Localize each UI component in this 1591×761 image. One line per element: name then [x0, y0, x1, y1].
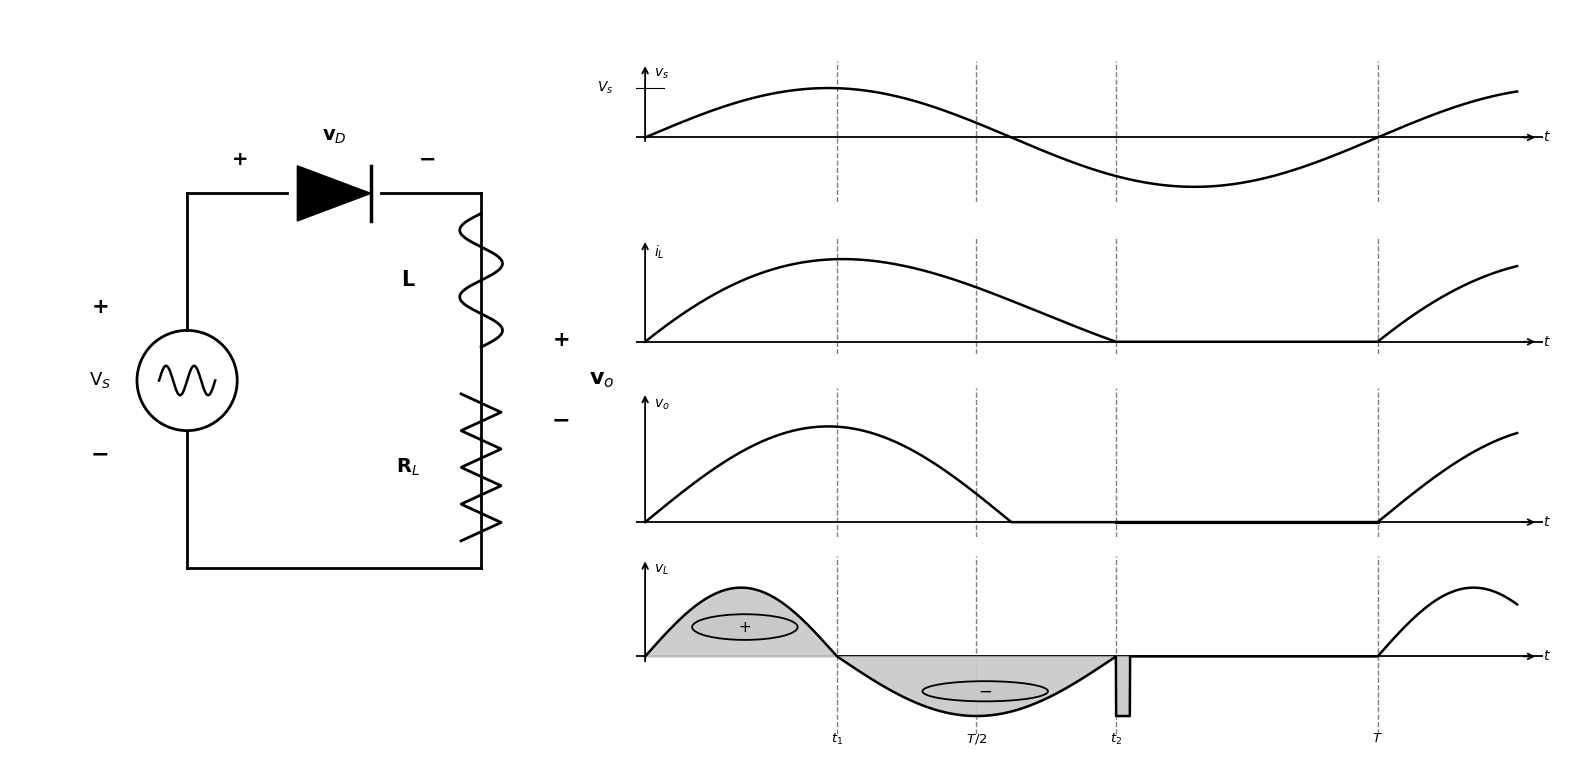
- Text: V$_S$: V$_S$: [89, 371, 111, 390]
- Text: $\mathbf{v}_D$: $\mathbf{v}_D$: [321, 127, 347, 146]
- Text: $\mathbf{v}_o$: $\mathbf{v}_o$: [589, 371, 614, 390]
- Ellipse shape: [692, 614, 797, 640]
- Text: $V_s$: $V_s$: [597, 80, 614, 96]
- Text: $v_o$: $v_o$: [654, 397, 670, 412]
- Text: $T/2$: $T/2$: [966, 731, 986, 746]
- Text: $t$: $t$: [1543, 649, 1551, 664]
- Text: $t_2$: $t_2$: [1111, 731, 1122, 747]
- Text: $t_1$: $t_1$: [831, 731, 843, 747]
- Text: R$_L$: R$_L$: [396, 457, 420, 478]
- Text: $T$: $T$: [1371, 731, 1383, 744]
- Text: $t$: $t$: [1543, 130, 1551, 145]
- Text: $t$: $t$: [1543, 515, 1551, 529]
- Text: −: −: [552, 411, 571, 431]
- Text: L: L: [401, 270, 414, 290]
- Text: +: +: [232, 151, 248, 170]
- Text: +: +: [552, 330, 570, 350]
- Text: +: +: [91, 297, 110, 317]
- Text: −: −: [978, 683, 993, 700]
- Text: $v_L$: $v_L$: [654, 562, 668, 577]
- Text: +: +: [738, 619, 751, 635]
- Text: $v_s$: $v_s$: [654, 66, 668, 81]
- Text: −: −: [91, 444, 110, 464]
- Text: $t$: $t$: [1543, 335, 1551, 349]
- Text: $i_L$: $i_L$: [654, 244, 665, 261]
- Text: −: −: [418, 150, 436, 170]
- Polygon shape: [298, 166, 371, 221]
- Ellipse shape: [923, 681, 1048, 702]
